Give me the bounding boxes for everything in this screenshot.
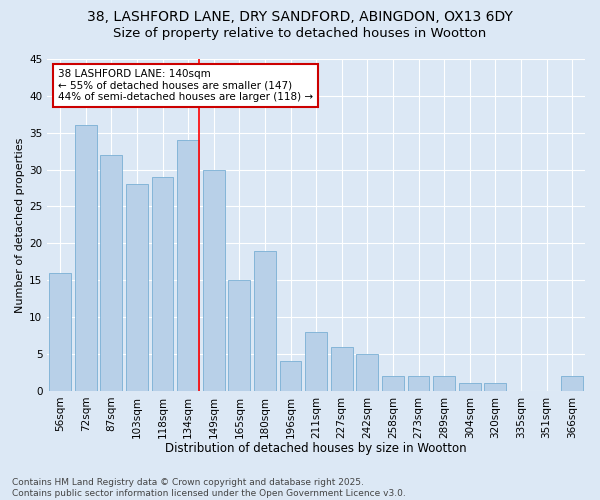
X-axis label: Distribution of detached houses by size in Wootton: Distribution of detached houses by size … — [166, 442, 467, 455]
Bar — [75, 126, 97, 391]
Bar — [305, 332, 327, 391]
Bar — [100, 155, 122, 391]
Bar — [280, 362, 301, 391]
Bar — [484, 384, 506, 391]
Bar — [49, 273, 71, 391]
Bar — [203, 170, 224, 391]
Bar — [459, 384, 481, 391]
Text: Contains HM Land Registry data © Crown copyright and database right 2025.
Contai: Contains HM Land Registry data © Crown c… — [12, 478, 406, 498]
Bar — [229, 280, 250, 391]
Bar — [126, 184, 148, 391]
Bar — [433, 376, 455, 391]
Bar — [356, 354, 378, 391]
Bar — [152, 177, 173, 391]
Bar — [177, 140, 199, 391]
Bar — [407, 376, 430, 391]
Bar — [254, 250, 276, 391]
Text: 38, LASHFORD LANE, DRY SANDFORD, ABINGDON, OX13 6DY: 38, LASHFORD LANE, DRY SANDFORD, ABINGDO… — [87, 10, 513, 24]
Y-axis label: Number of detached properties: Number of detached properties — [15, 137, 25, 312]
Text: Size of property relative to detached houses in Wootton: Size of property relative to detached ho… — [113, 28, 487, 40]
Bar — [562, 376, 583, 391]
Bar — [382, 376, 404, 391]
Text: 38 LASHFORD LANE: 140sqm
← 55% of detached houses are smaller (147)
44% of semi-: 38 LASHFORD LANE: 140sqm ← 55% of detach… — [58, 69, 313, 102]
Bar — [331, 346, 353, 391]
